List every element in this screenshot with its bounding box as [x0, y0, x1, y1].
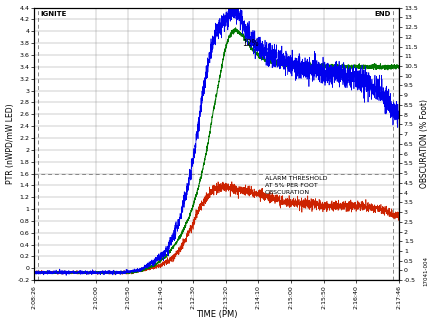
Text: END: END [373, 10, 390, 17]
Text: IGNITE: IGNITE [40, 10, 66, 17]
X-axis label: TIME (PM): TIME (PM) [195, 310, 237, 319]
Y-axis label: OBSCURATION (% Foot): OBSCURATION (% Foot) [420, 99, 428, 188]
Text: 12%: 12% [242, 39, 258, 48]
Text: ALARM THRESHOLD
AT 5% PER FOOT
OBSCURATION: ALARM THRESHOLD AT 5% PER FOOT OBSCURATI… [264, 176, 327, 195]
Y-axis label: PTR (nWPD/mW LED): PTR (nWPD/mW LED) [6, 104, 14, 184]
Text: 17041-004: 17041-004 [423, 256, 427, 286]
